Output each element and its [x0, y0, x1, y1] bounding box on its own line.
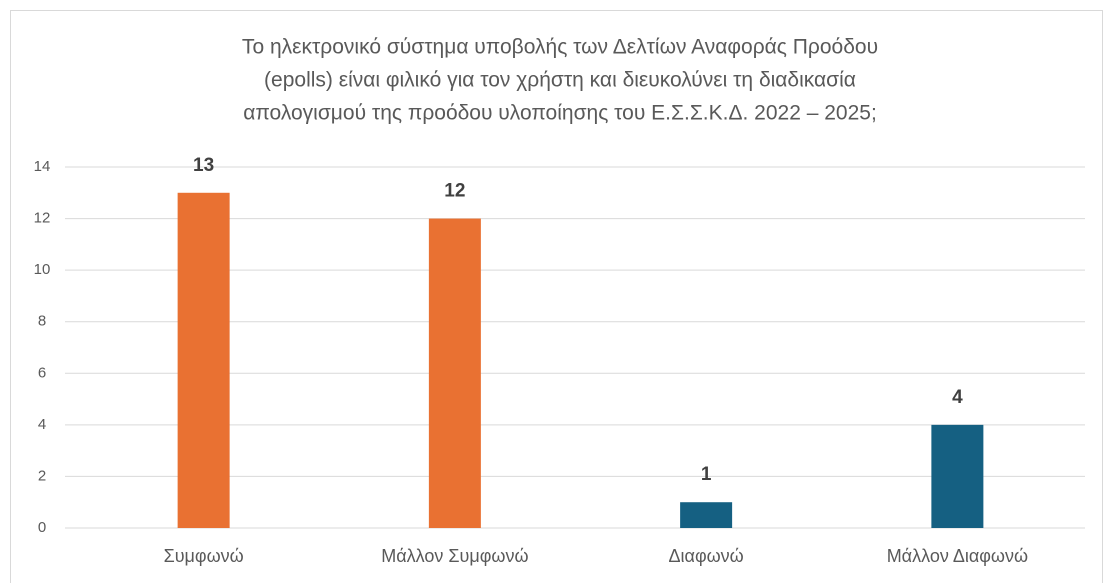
bar	[931, 424, 984, 528]
chart-title: Το ηλεκτρονικό σύστημα υποβολής των Δελτ…	[242, 36, 878, 59]
data-label: 4	[952, 387, 963, 408]
y-tick-label: 4	[38, 416, 46, 433]
y-tick-label: 6	[38, 364, 46, 381]
x-tick-label: Συμφωνώ	[164, 546, 244, 566]
y-tick-label: 10	[34, 261, 51, 278]
bar	[680, 502, 733, 528]
data-label: 13	[193, 155, 214, 176]
bar	[428, 218, 481, 529]
chart-title: (epolls) είναι φιλικό για τον χρήστη και…	[264, 69, 856, 92]
x-tick-label: Μάλλον Συμφωνώ	[381, 546, 528, 566]
data-label: 12	[444, 181, 465, 202]
y-tick-label: 14	[34, 158, 51, 175]
x-tick-label: Διαφωνώ	[669, 546, 744, 566]
y-tick-label: 0	[38, 519, 46, 536]
x-tick-label: Μάλλον Διαφωνώ	[887, 546, 1028, 566]
bar	[177, 192, 230, 529]
y-tick-label: 8	[38, 313, 46, 330]
data-label: 1	[701, 464, 712, 485]
y-tick-label: 2	[38, 467, 46, 484]
chart-title: απολογισμού της προόδου υλοποίησης του Ε…	[243, 102, 877, 125]
y-tick-label: 12	[34, 210, 51, 227]
